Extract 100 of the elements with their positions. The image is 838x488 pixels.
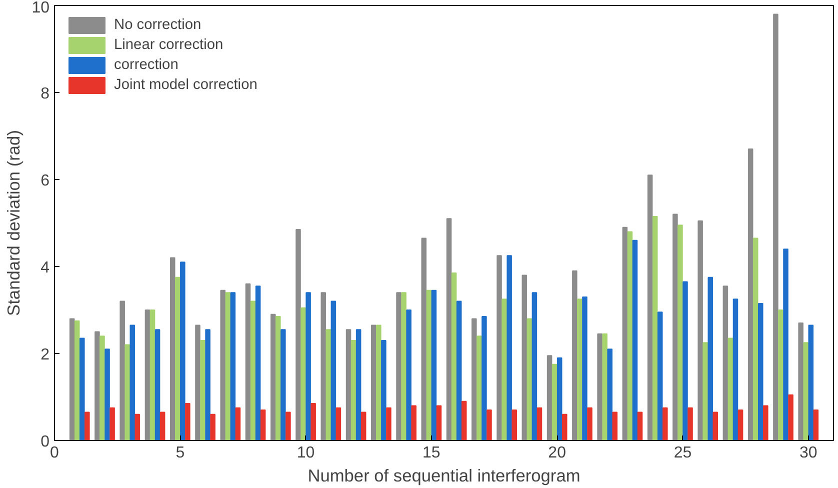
bar [808,324,814,440]
bar [476,336,482,440]
bar [150,310,156,440]
bar [451,272,457,440]
y-tick-label: 2 [40,346,50,364]
bar [597,333,602,440]
bar [69,318,75,440]
bar [486,410,492,440]
x-tick-label: 30 [799,444,818,462]
bar [461,400,467,440]
bar [657,312,663,440]
bar [556,357,562,440]
bar [612,412,618,440]
bar [672,214,678,440]
bar [496,255,502,440]
bar [386,407,392,440]
bar [798,322,804,440]
bar [401,292,406,440]
bar [712,412,718,440]
bar [200,340,206,440]
bar [813,410,819,440]
x-tick-label: 10 [296,444,315,462]
bar [758,302,764,440]
bar [532,292,538,440]
y-tick-label: 8 [40,86,50,102]
bar [431,290,437,440]
bar [406,310,412,440]
bar [235,407,241,440]
bar [230,292,236,440]
legend-label: Linear correction [114,37,224,53]
bar [632,240,638,440]
bar [526,318,532,440]
bar [506,255,512,440]
bar [587,407,592,440]
bar [436,405,442,440]
bar [110,407,115,440]
bar [738,410,744,440]
legend-label: Joint model correction [114,77,258,93]
bar [788,394,794,440]
bar [80,338,85,440]
bar [622,226,628,440]
bar [678,224,683,440]
bar [662,407,668,440]
bar [320,292,326,440]
legend-label: No correction [114,17,202,33]
bar [446,218,452,440]
bar [74,320,80,440]
bar [280,329,286,440]
bar [602,333,608,440]
bar [130,324,136,440]
bar [185,403,190,440]
bar [120,300,125,440]
bar [682,281,688,440]
bar [652,216,658,440]
bar [763,405,768,440]
legend-label: correction [114,57,178,73]
bar [94,331,100,440]
bar [210,414,216,440]
bar [647,174,653,440]
bar [134,414,140,440]
bar [803,342,808,440]
bar [330,300,336,440]
bar [637,412,643,440]
bar [381,340,386,440]
bar [326,329,332,440]
bar [296,229,301,440]
bar [276,316,281,440]
bar [260,410,266,440]
bar [356,329,362,440]
bar [376,324,382,440]
x-tick-label: 5 [176,444,185,462]
bar [310,403,316,440]
x-axis-title: Number of sequential interferogram [308,466,580,486]
y-tick-label: 4 [40,260,50,276]
x-tick-label: 15 [422,444,440,462]
bar [722,286,728,440]
bar [300,307,306,440]
bar [482,316,487,440]
bar [522,274,528,440]
bar [562,414,568,440]
bar [336,407,342,440]
bar [306,292,311,440]
bar [195,324,200,440]
bar [572,270,578,440]
bar [426,290,432,440]
bar [350,340,356,440]
bar [250,300,256,440]
bar [255,286,261,440]
bar [160,412,166,440]
bar [346,329,352,440]
bar [698,220,703,440]
bar [552,364,558,440]
bar [546,355,552,440]
bar [702,342,708,440]
bar [456,300,462,440]
bar [748,148,754,440]
bar [752,238,758,440]
bar [627,231,633,440]
bar [396,292,402,440]
bar [472,318,477,440]
